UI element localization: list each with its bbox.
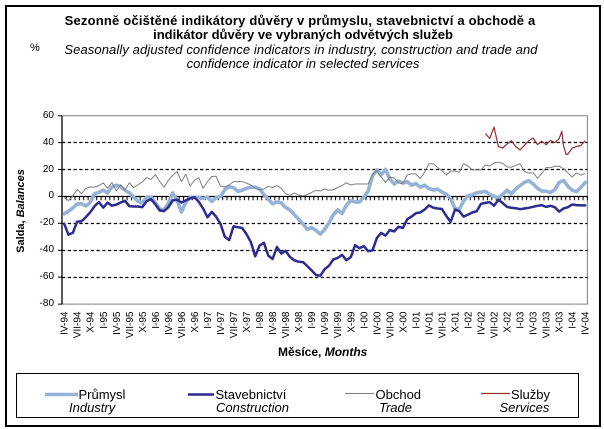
- svg-text:VII-99: VII-99: [333, 311, 344, 338]
- svg-text:I-95: I-95: [99, 311, 110, 329]
- svg-text:VII-01: VII-01: [437, 311, 448, 338]
- svg-text:IV-97: IV-97: [216, 311, 227, 335]
- svg-text:IV-00: IV-00: [372, 311, 383, 335]
- svg-text:X-01: X-01: [451, 311, 462, 333]
- svg-text:IV-98: IV-98: [268, 311, 279, 335]
- svg-text:X-03: X-03: [555, 311, 566, 333]
- svg-text:X-96: X-96: [190, 311, 201, 333]
- svg-text:I-03: I-03: [516, 311, 527, 329]
- svg-text:VII-02: VII-02: [490, 311, 501, 338]
- svg-text:IV-03: IV-03: [529, 311, 540, 335]
- svg-text:X-99: X-99: [346, 311, 357, 333]
- svg-text:IV-95: IV-95: [112, 311, 123, 335]
- svg-text:I-00: I-00: [359, 311, 370, 329]
- svg-text:X-95: X-95: [138, 311, 149, 333]
- svg-text:IV-99: IV-99: [320, 311, 331, 335]
- svg-text:VII-03: VII-03: [542, 311, 553, 338]
- svg-text:X-00: X-00: [398, 311, 409, 333]
- svg-text:I-98: I-98: [255, 311, 266, 329]
- svg-text:I-04: I-04: [568, 311, 579, 329]
- svg-text:X-97: X-97: [242, 311, 253, 333]
- svg-text:IV-02: IV-02: [477, 311, 488, 335]
- svg-text:I-97: I-97: [203, 311, 214, 329]
- svg-text:I-02: I-02: [464, 311, 475, 329]
- svg-text:X-94: X-94: [86, 311, 97, 333]
- svg-text:I-99: I-99: [307, 311, 318, 329]
- svg-text:I-96: I-96: [151, 311, 162, 329]
- svg-text:VII-00: VII-00: [385, 311, 396, 338]
- svg-text:IV-96: IV-96: [164, 311, 175, 335]
- svg-text:X-98: X-98: [294, 311, 305, 333]
- svg-text:VII-96: VII-96: [177, 311, 188, 338]
- svg-text:IV-04: IV-04: [581, 311, 592, 335]
- svg-text:VII-98: VII-98: [281, 311, 292, 338]
- svg-text:X-02: X-02: [503, 311, 514, 333]
- svg-text:VII-97: VII-97: [229, 311, 240, 338]
- svg-text:IV-94: IV-94: [60, 311, 71, 335]
- svg-text:I-01: I-01: [411, 311, 422, 329]
- svg-text:IV-01: IV-01: [424, 311, 435, 335]
- svg-text:VII-95: VII-95: [125, 311, 136, 338]
- svg-text:VII-94: VII-94: [73, 311, 84, 338]
